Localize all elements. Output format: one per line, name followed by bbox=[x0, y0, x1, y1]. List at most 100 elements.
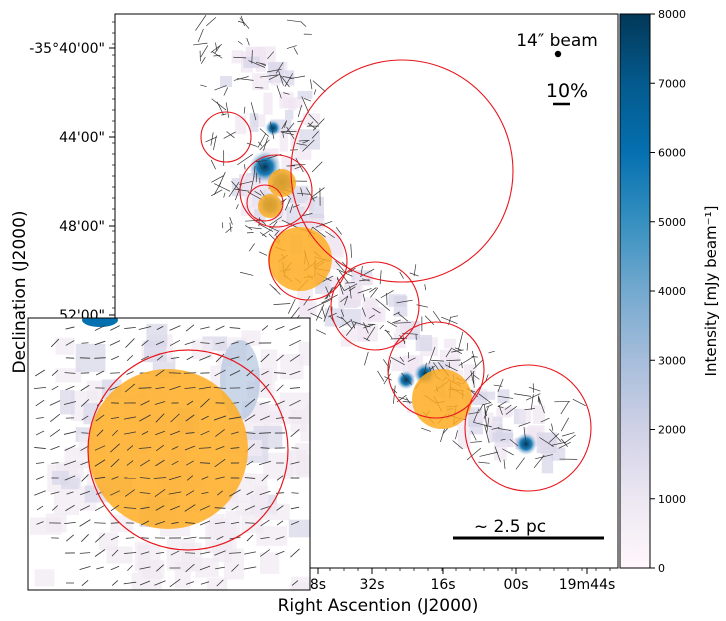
polarization-vector bbox=[315, 220, 333, 228]
emission-pixel bbox=[220, 76, 233, 87]
polarization-vector bbox=[310, 312, 323, 320]
polarization-vector bbox=[539, 437, 554, 447]
inset-polarization-vector bbox=[141, 430, 149, 436]
emission-pixel bbox=[536, 432, 557, 454]
inset-polarization-vector bbox=[215, 341, 225, 345]
inset-polarization-vector bbox=[169, 505, 181, 511]
inset-polarization-vector bbox=[36, 505, 44, 511]
polarization-vector bbox=[239, 271, 254, 276]
inset-polarization-vector bbox=[80, 384, 90, 392]
inset-polarization-vector bbox=[155, 505, 165, 511]
inset-polarization-vector bbox=[244, 551, 256, 555]
polarization-vector bbox=[350, 318, 356, 329]
inset-polarization-vector bbox=[216, 579, 224, 587]
inset-polarization-vector bbox=[155, 340, 165, 346]
inset-polarization-vector bbox=[34, 490, 46, 496]
inset-polarization-vector bbox=[199, 520, 211, 526]
emission-pixel bbox=[463, 364, 477, 381]
emission-pixel bbox=[279, 131, 288, 152]
inset-polarization-vector bbox=[171, 446, 179, 450]
inset-emission-pixel bbox=[250, 473, 268, 506]
inset-polarization-vector bbox=[141, 537, 149, 539]
polarization-vector bbox=[360, 268, 375, 277]
polarization-vector bbox=[383, 373, 391, 385]
inset-emission-pixel bbox=[213, 518, 228, 536]
inset-polarization-vector bbox=[50, 338, 60, 348]
inset-polarization-vector bbox=[140, 355, 150, 361]
emission-pixel bbox=[492, 432, 514, 441]
inset-polarization-vector bbox=[198, 386, 212, 390]
inset-frame bbox=[27, 317, 311, 591]
polarization-vector bbox=[548, 433, 560, 443]
colorbar-label: Intensity [mJy beam⁻¹] bbox=[702, 206, 720, 377]
polarization-vector bbox=[259, 139, 270, 151]
polarization-vector bbox=[245, 225, 253, 231]
emission-pixel bbox=[299, 301, 317, 316]
inset-polarization-vector bbox=[200, 342, 210, 344]
polarization-vector bbox=[259, 128, 270, 137]
polarization-vector bbox=[289, 75, 306, 80]
inset-polarization-vector bbox=[171, 460, 179, 466]
inset-polarization-vector bbox=[94, 476, 106, 480]
polarization-vector bbox=[484, 425, 490, 444]
emission-pixel bbox=[415, 334, 433, 352]
polarization-vector bbox=[323, 305, 330, 322]
polarization-vector bbox=[538, 396, 545, 414]
polarization-vector bbox=[398, 396, 409, 401]
polarization-vector bbox=[341, 316, 353, 330]
inset-polarization-vector bbox=[231, 505, 239, 511]
inset-polarization-vector bbox=[63, 401, 77, 405]
polarization-vector bbox=[379, 270, 382, 285]
inset-polarization-vector bbox=[139, 459, 151, 467]
inset-polarization-vector bbox=[154, 401, 166, 405]
inset-polarization-vector bbox=[276, 384, 284, 392]
polarization-vector bbox=[484, 408, 487, 428]
inset-polarization-vector bbox=[94, 325, 106, 331]
inset-polarization-vector bbox=[215, 429, 225, 437]
inset-polarization-vector bbox=[156, 355, 164, 361]
inset-polarization-vector bbox=[64, 372, 76, 374]
inset-polarization-vector bbox=[215, 566, 225, 570]
polarization-vector bbox=[497, 378, 504, 392]
inset-polarization-vector bbox=[64, 521, 76, 525]
inset-polarization-vector bbox=[200, 430, 210, 436]
inset-polarization-vector bbox=[126, 445, 134, 451]
inset-emission-pixel bbox=[279, 392, 310, 424]
inset-polarization-vector bbox=[260, 415, 270, 421]
polarization-vector bbox=[452, 440, 463, 450]
region-circle bbox=[239, 154, 313, 228]
inset-polarization-vector bbox=[36, 476, 44, 480]
inset-polarization-vector bbox=[261, 474, 269, 482]
colorbar-ticks: 0 1000 2000 3000 4000 5000 6000 7000 8000 bbox=[650, 8, 686, 575]
inset-polarization-vector bbox=[95, 414, 105, 422]
inset-polarization-vector bbox=[65, 326, 75, 330]
inset-polarization-vector bbox=[168, 491, 182, 495]
inset-polarization-vector bbox=[156, 564, 164, 572]
inset-polarization-vector bbox=[230, 447, 240, 449]
polarization-vector bbox=[210, 189, 223, 197]
emission-pixel bbox=[395, 321, 405, 333]
colorbar-tick-label: 5000 bbox=[658, 216, 686, 229]
emission-pixel bbox=[406, 402, 417, 414]
inset-polarization-vector bbox=[111, 355, 119, 361]
polarization-vector bbox=[369, 287, 377, 293]
inset-polarization-vector bbox=[110, 458, 120, 468]
polarization-vector bbox=[561, 432, 575, 437]
inset-polarization-vector bbox=[111, 549, 119, 557]
inset-polarization-vector bbox=[290, 461, 300, 465]
inset-emission-pixel bbox=[53, 491, 79, 515]
x-axis: 8s 32s 16s 00s 19m44s bbox=[310, 568, 615, 593]
inset-polarization-vector bbox=[154, 580, 166, 586]
inset-plot bbox=[27, 317, 311, 591]
polarization-vector bbox=[390, 356, 405, 366]
polarization-vector bbox=[550, 441, 566, 446]
polarization-vector bbox=[396, 299, 413, 304]
inset-polarization-vector bbox=[258, 460, 272, 466]
polarization-scale-label: 10% bbox=[546, 80, 588, 102]
polarization-vector bbox=[357, 288, 372, 294]
inset-polarization-vector bbox=[110, 325, 120, 331]
polarization-vector bbox=[298, 139, 310, 142]
polarization-vector bbox=[471, 350, 477, 368]
polarization-vector bbox=[458, 355, 475, 366]
polarization-vector bbox=[471, 356, 478, 358]
